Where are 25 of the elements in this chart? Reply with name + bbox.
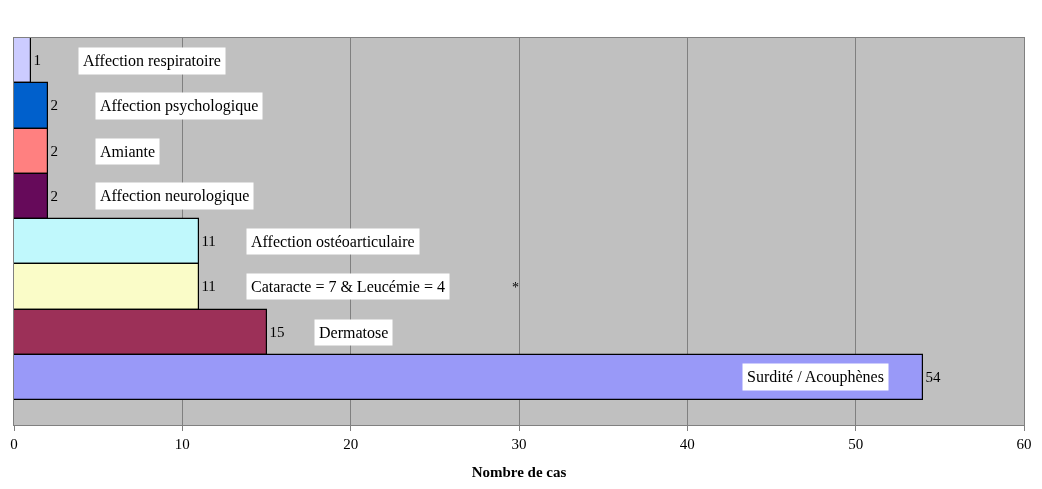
x-tick-label: 10 [174, 436, 190, 452]
x-tick-label: 0 [10, 436, 18, 452]
data-label: 11 [201, 278, 216, 295]
y-tick-label: Affection ostéoarticulaire [251, 233, 415, 250]
y-tick-label: Amiante [100, 143, 156, 160]
x-tick-label: 50 [848, 436, 864, 452]
annotation: * [512, 280, 519, 295]
x-axis-title: Nombre de cas [471, 464, 567, 480]
data-label: 2 [50, 97, 58, 114]
y-tick-label: Dermatose [319, 324, 389, 341]
data-label: 15 [269, 323, 285, 340]
data-label: 11 [201, 232, 216, 249]
x-tick-label: 40 [679, 436, 695, 452]
y-tick-label: Cataracte = 7 & Leucémie = 4 [251, 278, 445, 295]
x-tick-label: 30 [511, 436, 527, 452]
data-label: 54 [925, 368, 941, 385]
y-tick-label: Surdité / Acouphènes [747, 368, 884, 386]
y-tick-label: Affection neurologique [100, 187, 250, 205]
y-tick-label: Affection psychologique [100, 97, 259, 115]
x-tick-label: 20 [343, 436, 359, 452]
data-label: 2 [50, 187, 58, 204]
x-tick-label: 60 [1016, 436, 1032, 452]
data-label: 1 [33, 51, 41, 68]
y-tick-label: Affection respiratoire [83, 52, 221, 70]
data-label: 2 [50, 142, 58, 159]
